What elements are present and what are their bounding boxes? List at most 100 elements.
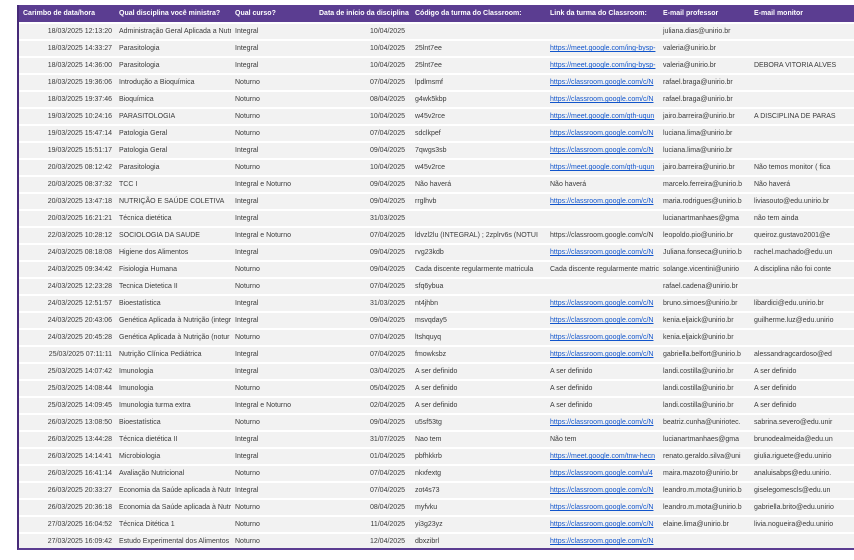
cell-curso: Integral e Noturno [235,181,292,188]
cell-monitor [750,41,854,56]
classroom-link[interactable]: https://classroom.google.com/c/N [550,130,654,137]
cell-disciplina: Parasitologia [119,45,160,52]
cell-curso: Integral [235,62,259,69]
table-row: 26/03/2025 13:44:28 Técnica dietética II… [19,432,854,447]
classroom-link[interactable]: https://classroom.google.com/c/N [550,487,654,494]
cell-codigo: msvqday5 [415,317,447,324]
cell-disciplina: NUTRIÇÃO E SAÚDE COLETIVA [119,198,225,205]
cell-disciplina: Tecnica Dietetica II [119,283,178,290]
classroom-link[interactable]: https://classroom.google.com/c/N [550,147,654,154]
column-header-timestamp: Carimbo de data/hora [23,10,95,17]
cell-curso: Integral [235,45,259,52]
cell-monitor: guilherme.luz@edu.unirio [754,317,834,324]
cell-professor: lucianartmanhaes@gma [663,436,739,443]
classroom-link[interactable]: https://meet.google.com/ing-bysp- [550,62,656,69]
classroom-link[interactable]: https://classroom.google.com/c/N [550,419,654,426]
cell-disciplina: Imunologia [119,385,154,392]
classroom-link[interactable]: https://classroom.google.com/c/N [550,300,654,307]
cell-timestamp: 27/03/2025 16:09:42 [47,538,112,545]
cell-monitor: brunodealmeida@edu.un [754,436,833,443]
cell-timestamp: 20/03/2025 08:12:42 [47,164,112,171]
cell-professor: solange.vicentini@unirio [663,266,739,273]
cell-timestamp: 26/03/2025 16:41:14 [47,470,112,477]
cell-disciplina: Avaliação Nutricional [119,470,185,477]
cell-timestamp: 26/03/2025 20:33:27 [47,487,112,494]
classroom-link[interactable]: https://classroom.google.com/c/N [550,79,654,86]
cell-inicio: 07/04/2025 [369,283,405,290]
cell-timestamp: 18/03/2025 14:33:27 [47,45,112,52]
classroom-link[interactable]: https://classroom.google.com/c/N [550,521,654,528]
cell-codigo [411,24,546,39]
cell-timestamp: 19/03/2025 15:47:14 [47,130,112,137]
cell-inicio: 07/04/2025 [369,487,405,494]
column-header-curso: Qual curso? [235,10,276,17]
cell-monitor: A DISCIPLINA DE PARAS [754,113,836,120]
cell-inicio: 11/04/2025 [370,521,405,528]
cell-monitor: Não temos monitor ( fica [754,164,831,171]
cell-inicio: 02/04/2025 [369,402,405,409]
cell-professor: leandro.m.mota@unirio.b [663,487,742,494]
cell-professor: beatriz.cunha@uniriotec. [663,419,741,426]
cell-codigo: A ser definido [415,368,458,375]
classroom-link[interactable]: https://meet.google.com/qth-uqun [550,164,655,171]
cell-disciplina: Bioestatística [119,300,161,307]
cell-codigo: A ser definido [415,385,458,392]
classroom-link[interactable]: https://classroom.google.com/c/N [550,198,654,205]
classroom-link[interactable]: https://meet.google.com/tnw-hecn [550,453,656,460]
cell-monitor [750,143,854,158]
cell-professor: landi.costilla@unirio.br [663,368,734,375]
cell-codigo: ldvzl2lu (INTEGRAL) ; 2zplrv6s (NOTUI [415,232,538,239]
cell-timestamp: 24/03/2025 20:43:06 [47,317,112,324]
cell-monitor: não tem ainda [754,215,799,222]
classroom-link[interactable]: https://classroom.google.com/u/4 [550,470,653,477]
table-header-row: Carimbo de data/hora Qual disciplina voc… [19,5,854,22]
cell-inicio: 09/04/2025 [369,198,405,205]
cell-curso: Noturno [235,521,260,528]
cell-professor: valeria@unirio.br [663,62,717,69]
cell-inicio: 07/04/2025 [369,351,405,358]
classroom-link[interactable]: https://classroom.google.com/c/N [550,334,654,341]
classroom-link[interactable]: https://classroom.google.com/c/N [550,317,654,324]
classroom-link[interactable]: https://meet.google.com/qth-uqun [550,113,655,120]
cell-disciplina: Genética Aplicada à Nutrição (integr [119,317,231,324]
cell-link: Não haverá [550,181,587,188]
cell-professor: leopoldo.pio@unirio.br [663,232,734,239]
cell-timestamp: 18/03/2025 12:13:20 [47,28,112,35]
cell-professor: rafael.braga@unirio.br [663,79,733,86]
cell-inicio: 08/04/2025 [369,96,405,103]
column-header-codigo: Código da turma do Classroom: [415,10,522,17]
cell-codigo: fmowksbz [415,351,447,358]
cell-monitor: DEBORA VITORIA ALVES [754,62,837,69]
classroom-link[interactable]: https://classroom.google.com/c/N [550,504,654,511]
cell-monitor: giulia.riguete@edu.unirio [754,453,832,460]
cell-monitor [750,126,854,141]
cell-codigo [411,211,546,226]
classroom-link[interactable]: https://classroom.google.com/c/N [550,96,654,103]
cell-timestamp: 24/03/2025 20:45:28 [47,334,112,341]
cell-codigo: Nao tem [415,436,442,443]
classroom-link[interactable]: https://meet.google.com/ing-bysp- [550,45,656,52]
cell-inicio: 10/04/2025 [369,113,405,120]
cell-disciplina: Patologia Geral [119,147,168,154]
column-header-monitor: E-mail monitor [754,10,804,17]
classroom-link[interactable]: https://classroom.google.com/c/N [550,351,654,358]
cell-disciplina: Estudo Experimental dos Alimentos [119,538,230,545]
cell-timestamp: 18/03/2025 19:36:06 [47,79,112,86]
cell-codigo: sfq6ybua [415,283,444,290]
cell-link: A ser definido [550,385,593,392]
cell-inicio: 07/04/2025 [369,470,405,477]
table-body: 18/03/2025 12:13:20 Administração Geral … [19,24,854,548]
cell-timestamp: 18/03/2025 14:36:00 [47,62,112,69]
cell-curso: Noturno [235,470,260,477]
classroom-link[interactable]: https://classroom.google.com/c/N [550,538,654,545]
cell-inicio: 09/04/2025 [369,266,405,273]
disciplines-table: Carimbo de data/hora Qual disciplina voc… [17,5,854,550]
cell-professor: maria.rodrigues@unirio.b [663,198,742,205]
cell-disciplina: Genética Aplicada à Nutrição (notur [119,334,230,341]
table-row: 26/03/2025 20:33:27 Economia da Saúde ap… [19,483,854,498]
cell-timestamp: 27/03/2025 16:04:52 [47,521,112,528]
cell-professor: gabriella.belfort@unirio.b [663,351,741,358]
cell-inicio: 10/04/2025 [369,62,405,69]
classroom-link[interactable]: https://classroom.google.com/c/N [550,249,654,256]
cell-inicio: 03/04/2025 [369,368,405,375]
